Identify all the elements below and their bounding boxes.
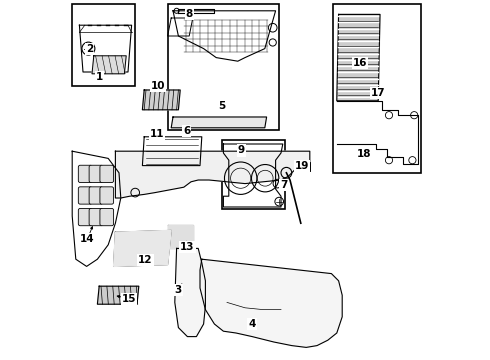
Text: 12: 12 <box>138 255 152 265</box>
Text: 6: 6 <box>183 126 190 136</box>
Polygon shape <box>168 225 193 248</box>
Text: 11: 11 <box>149 129 164 139</box>
Text: 3: 3 <box>175 285 182 295</box>
Bar <box>72 4 135 86</box>
Text: 14: 14 <box>80 234 95 244</box>
FancyBboxPatch shape <box>78 187 92 204</box>
FancyBboxPatch shape <box>89 165 103 183</box>
Polygon shape <box>200 259 342 347</box>
Text: 1: 1 <box>96 72 103 82</box>
Polygon shape <box>92 56 126 74</box>
Polygon shape <box>116 151 310 198</box>
Text: 16: 16 <box>353 58 368 68</box>
Text: 13: 13 <box>180 242 195 252</box>
Text: 2: 2 <box>86 44 93 54</box>
Text: 7: 7 <box>280 180 287 190</box>
Polygon shape <box>143 90 180 110</box>
FancyBboxPatch shape <box>78 208 92 226</box>
FancyBboxPatch shape <box>100 208 114 226</box>
Text: 10: 10 <box>150 81 165 91</box>
Text: 5: 5 <box>218 101 225 111</box>
FancyBboxPatch shape <box>78 165 92 183</box>
Bar <box>221 140 285 209</box>
Polygon shape <box>98 286 139 304</box>
Polygon shape <box>171 117 267 128</box>
FancyBboxPatch shape <box>89 208 103 226</box>
Bar <box>168 4 279 130</box>
Text: 15: 15 <box>122 294 136 304</box>
FancyBboxPatch shape <box>89 187 103 204</box>
Text: 19: 19 <box>294 161 309 171</box>
Text: 4: 4 <box>248 319 256 329</box>
Polygon shape <box>337 14 380 101</box>
FancyBboxPatch shape <box>100 187 114 204</box>
Polygon shape <box>175 248 205 337</box>
Text: 9: 9 <box>238 145 245 156</box>
Bar <box>333 4 421 173</box>
Text: 17: 17 <box>371 88 386 98</box>
FancyBboxPatch shape <box>100 165 114 183</box>
Text: 18: 18 <box>357 149 372 159</box>
Text: 8: 8 <box>186 9 193 19</box>
Polygon shape <box>114 230 171 266</box>
